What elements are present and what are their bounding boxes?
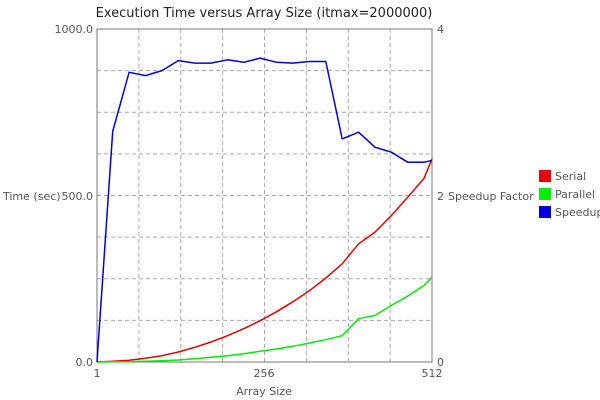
y-axis-label: Time (sec)	[2, 190, 61, 203]
legend-label-speedup: Speedup	[555, 206, 600, 219]
series-line-parallel	[96, 276, 433, 363]
legend-swatch-parallel	[539, 188, 551, 200]
y-tick-label-top: 1000.0	[55, 23, 94, 36]
y-tick-label-mid: 500.0	[62, 190, 94, 203]
plot-frame	[96, 28, 433, 363]
chart-title: Execution Time versus Array Size (itmax=…	[96, 6, 433, 21]
x-tick-label-end: 512	[422, 367, 443, 380]
y2-tick-label-mid: 2	[437, 190, 444, 203]
legend-label-parallel: Parallel	[555, 188, 595, 201]
y2-axis-label: Speedup Factor	[448, 190, 534, 203]
series-line-speedup	[96, 57, 433, 363]
series-line-serial	[96, 158, 433, 363]
legend-swatch-speedup	[539, 206, 551, 218]
series-layer	[96, 57, 433, 363]
legend-swatch-serial	[539, 170, 551, 182]
y2-tick-label-top: 4	[437, 23, 444, 36]
legend-label-serial: Serial	[555, 170, 586, 183]
x-axis-label: Array Size	[236, 385, 292, 398]
legend: Serial Parallel Speedup	[539, 170, 600, 219]
y-tick-label-bottom: 0.0	[76, 356, 94, 369]
y2-tick-label-bottom: 0	[437, 356, 444, 369]
x-tick-label-mid: 256	[254, 367, 275, 380]
x-tick-label-start: 1	[94, 367, 101, 380]
